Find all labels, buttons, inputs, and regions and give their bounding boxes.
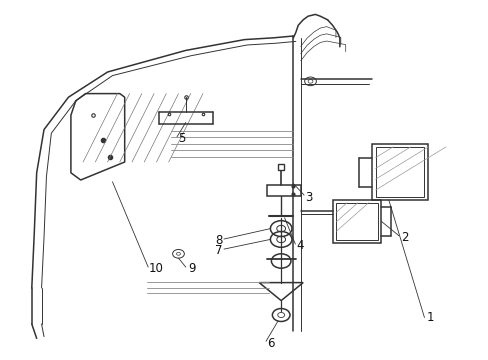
Text: 2: 2 [400,231,407,244]
Text: 5: 5 [178,132,185,145]
Text: 3: 3 [305,191,312,204]
Text: 1: 1 [426,311,433,324]
Text: 6: 6 [267,337,274,350]
Text: 8: 8 [215,234,223,247]
Text: 9: 9 [188,262,195,275]
Text: 7: 7 [215,244,223,257]
Text: 4: 4 [296,239,304,252]
Text: 10: 10 [149,262,163,275]
